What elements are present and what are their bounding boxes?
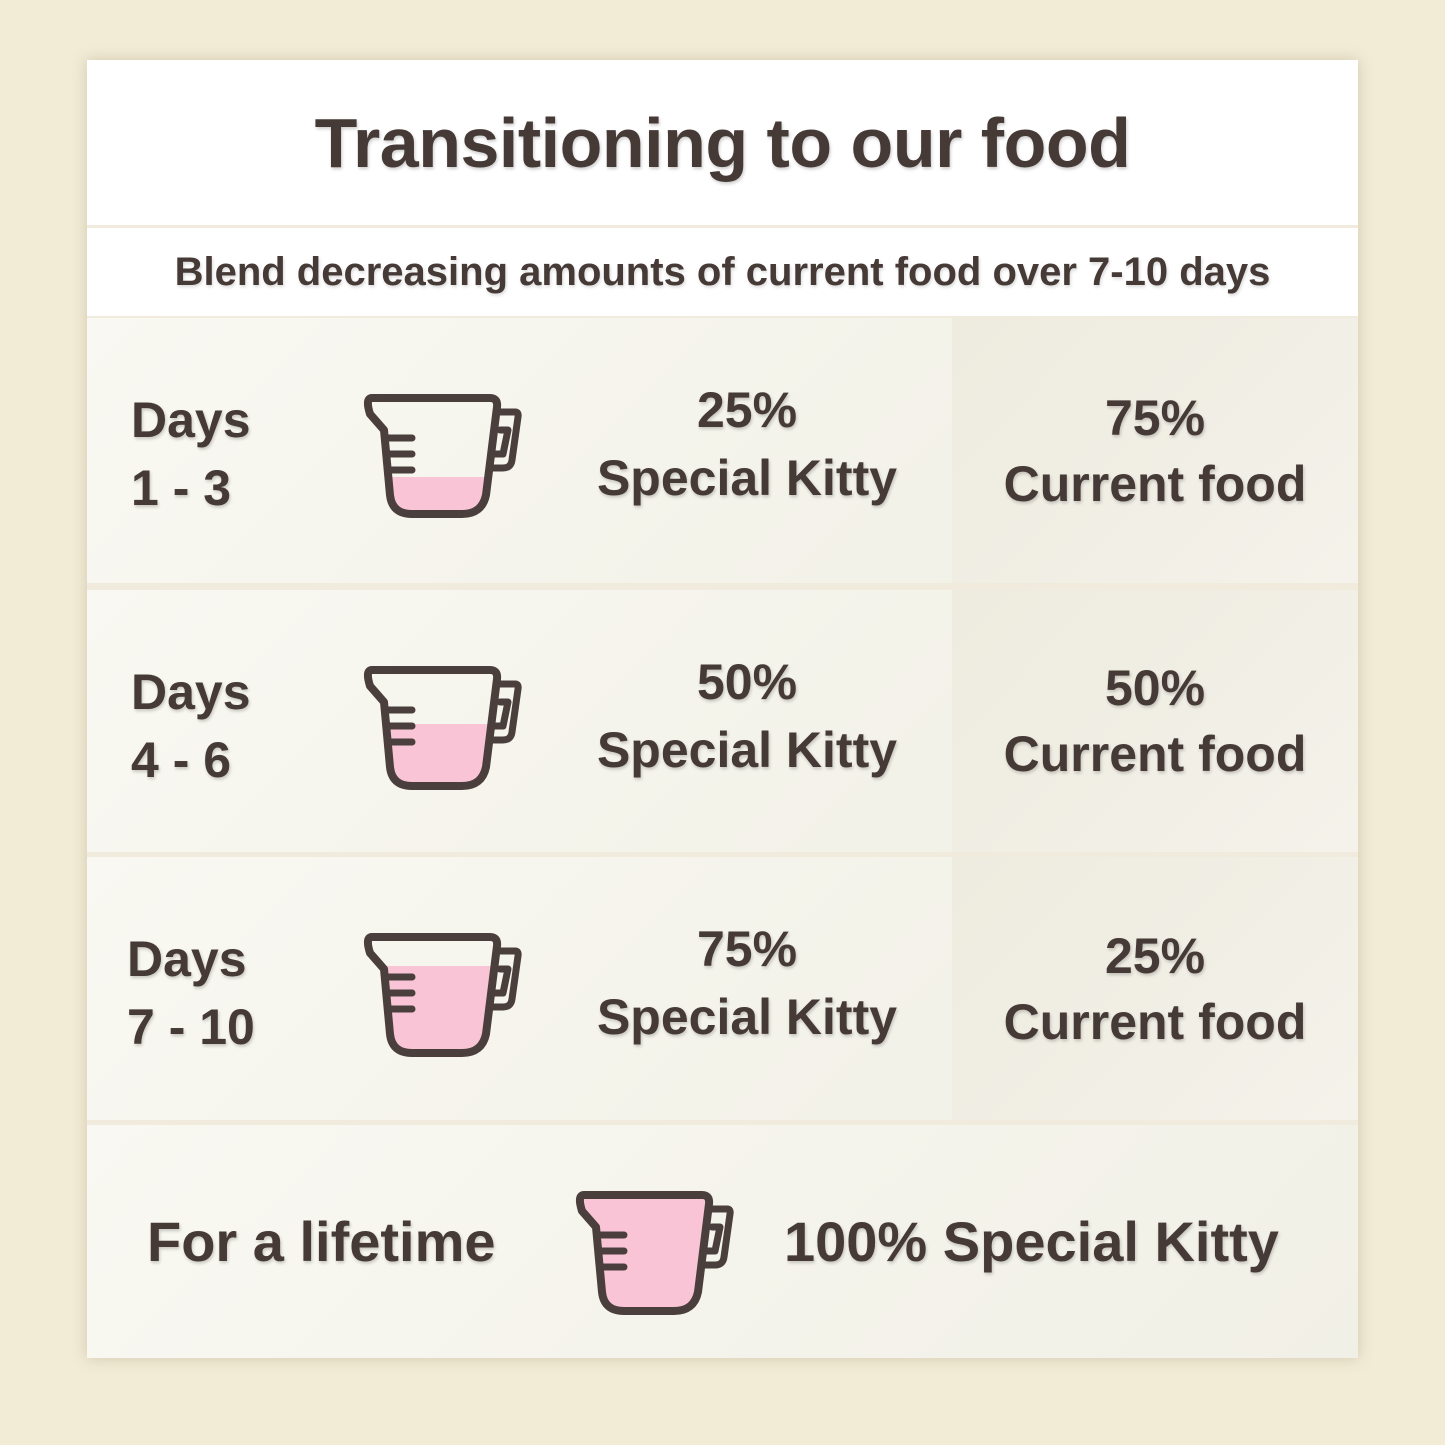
cup-outline xyxy=(363,394,502,518)
new-food-share: 25% Special Kitty xyxy=(567,376,927,512)
schedule-row-2: Days 4 - 6 50% Special Kitty 50% Current fo… xyxy=(87,590,1358,852)
days-label: Days 4 - 6 xyxy=(131,658,251,794)
cup-handle xyxy=(485,680,522,744)
current-food-label: Current food xyxy=(1003,455,1307,512)
lifetime-value: 100% Special Kitty xyxy=(784,1210,1279,1273)
schedule-row-3: Days 7 - 10 75% Special Kitty 25% Current f… xyxy=(87,857,1358,1120)
new-food-share: 50% Special Kitty xyxy=(567,648,927,784)
measuring-cup-icon xyxy=(575,1191,734,1315)
days-word: Days xyxy=(127,931,247,987)
new-food-share: 75% Special Kitty xyxy=(567,915,927,1051)
subtitle: Blend decreasing amounts of current food… xyxy=(87,228,1358,316)
schedule-row-1: Days 1 - 3 25% Special Kitty 75% Current fo… xyxy=(87,318,1358,583)
cup-measure-lines xyxy=(384,706,416,746)
cup-handle xyxy=(697,1205,734,1269)
page-title: Transitioning to our food xyxy=(87,60,1358,225)
cup-outline xyxy=(363,933,502,1057)
days-range: 1 - 3 xyxy=(131,460,232,516)
transition-card: Transitioning to our food Blend decreasi… xyxy=(87,60,1358,1358)
current-food-share: 25% Current food xyxy=(952,857,1358,1120)
cup-outline xyxy=(575,1191,714,1315)
new-food-percent: 75% xyxy=(696,921,798,977)
days-range: 4 - 6 xyxy=(131,732,232,788)
days-word: Days xyxy=(131,664,251,720)
cup-outline xyxy=(363,666,502,790)
current-food-label: Current food xyxy=(1003,726,1307,782)
measuring-cup-icon xyxy=(363,394,522,518)
current-food-percent: 50% xyxy=(1104,660,1206,716)
days-label: Days 7 - 10 xyxy=(127,925,255,1061)
cup-measure-lines xyxy=(384,434,416,474)
current-food-percent: 25% xyxy=(1104,927,1206,984)
cup-measure-lines xyxy=(384,973,416,1013)
lifetime-label: For a lifetime xyxy=(147,1210,496,1273)
current-food-label: Current food xyxy=(1003,993,1307,1050)
new-food-label: Special Kitty xyxy=(596,450,898,506)
cup-measure-lines xyxy=(596,1231,628,1271)
new-food-percent: 25% xyxy=(696,382,798,438)
current-food-percent: 75% xyxy=(1104,389,1206,446)
current-food-share: 50% Current food xyxy=(952,590,1358,852)
days-word: Days xyxy=(131,392,251,448)
new-food-percent: 50% xyxy=(696,654,798,710)
days-range: 7 - 10 xyxy=(127,999,255,1055)
new-food-label: Special Kitty xyxy=(596,722,898,778)
measuring-cup-icon xyxy=(363,933,522,1057)
lifetime-row: For a lifetime 100% Special Kitty xyxy=(87,1125,1358,1358)
measuring-cup-icon xyxy=(363,666,522,790)
cup-handle xyxy=(485,947,522,1011)
new-food-label: Special Kitty xyxy=(596,989,898,1045)
days-label: Days 1 - 3 xyxy=(131,386,251,522)
current-food-share: 75% Current food xyxy=(952,318,1358,583)
cup-handle xyxy=(485,408,522,472)
